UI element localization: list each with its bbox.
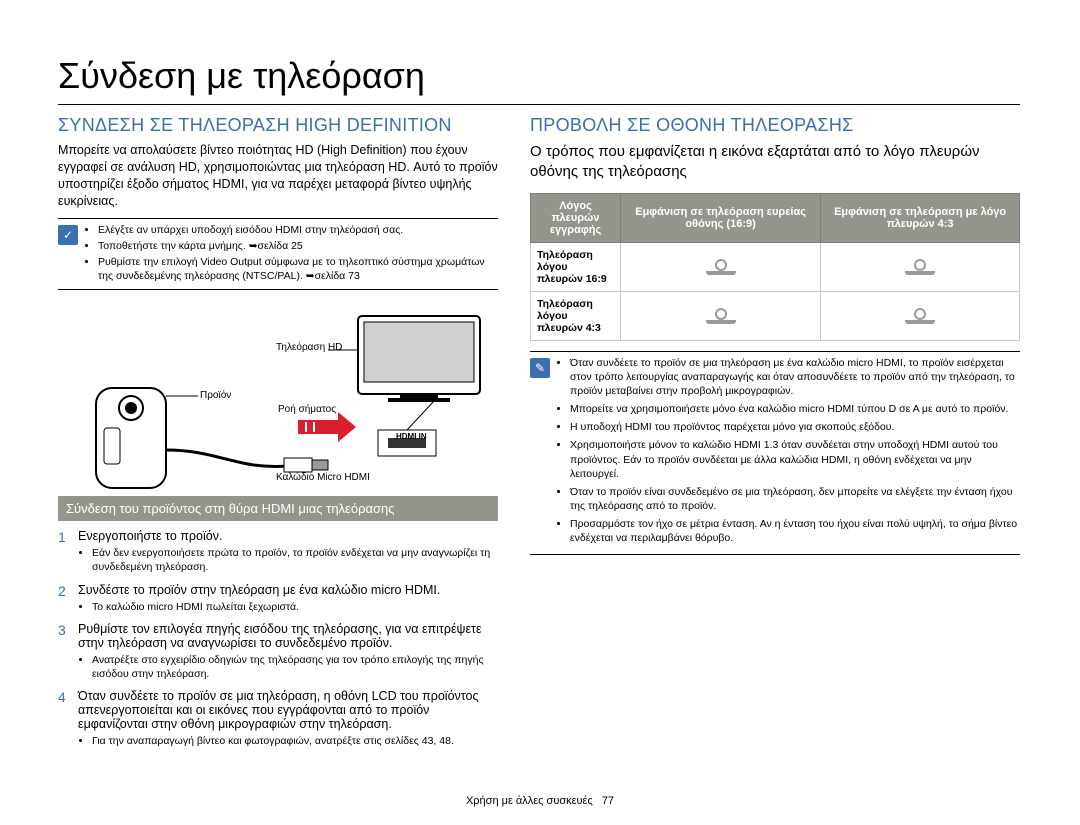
step-item: Συνδέστε το προϊόν στην τηλεόραση με ένα… — [58, 583, 498, 614]
page-title: Σύνδεση με τηλεόραση — [58, 55, 425, 97]
hdmi-subtitle-bar: Σύνδεση του προϊόντος στη θύρα HDMI μιας… — [58, 496, 498, 521]
step-text: Συνδέστε το προϊόν στην τηλεόραση με ένα… — [78, 583, 440, 597]
note-item: Προσαρμόστε τον ήχο σε μέτρια ένταση. Αν… — [570, 517, 1020, 545]
thumb-cell-narrow-letterbox — [821, 242, 1020, 291]
port-label: HDMI IN — [396, 432, 427, 441]
table-head: Εμφάνιση σε τηλεόραση ευρείας οθόνης (16… — [621, 193, 821, 242]
step-item: Ενεργοποιήστε το προϊόν. Εάν δεν ενεργοπ… — [58, 529, 498, 574]
product-label: Προϊόν — [200, 390, 231, 401]
right-column: ΠΡΟΒΟΛΗ ΣΕ ΟΘΟΝΗ ΤΗΛΕΟΡΑΣΗΣ Ο τρόπος που… — [530, 115, 1020, 555]
tv-label: Τηλεόραση HD — [276, 342, 342, 353]
note-item: Χρησιμοποιήστε μόνον το καλώδιο HDMI 1.3… — [570, 438, 1020, 481]
thumb-cell-wide-full — [621, 242, 821, 291]
table-head: Λόγος πλευρών εγγραφής — [531, 193, 621, 242]
note-item: Όταν συνδέετε το προϊόν σε μια τηλεόραση… — [570, 356, 1020, 399]
horizontal-rule — [58, 104, 1020, 105]
row-label: Τηλεόραση λόγου πλευρών 4:3 — [531, 291, 621, 340]
step-sub: Για την αναπαραγωγή βίντεο και φωτογραφι… — [92, 734, 498, 748]
flow-label: Ροή σήματος — [278, 404, 336, 415]
right-intro: Ο τρόπος που εμφανίζεται η εικόνα εξαρτά… — [530, 142, 1020, 183]
aspect-ratio-table: Λόγος πλευρών εγγραφής Εμφάνιση σε τηλεό… — [530, 193, 1020, 341]
step-text: Ρυθμίστε τον επιλογέα πηγής εισόδου της … — [78, 622, 482, 650]
note-item: Η υποδοχή HDMI του προϊόντος παρέχεται μ… — [570, 420, 1020, 434]
left-column: ΣΥΝΔΕΣΗ ΣΕ ΤΗΛΕΟΡΑΣΗ HIGH DEFINITION Μπο… — [58, 115, 498, 756]
step-item: Όταν συνδέετε το προϊόν σε μια τηλεόραση… — [58, 689, 498, 748]
tv-icon — [715, 259, 727, 271]
step-sub: Ανατρέξτε στο εγχειρίδιο οδηγιών της τηλ… — [92, 653, 498, 681]
step-sub: Το καλώδιο micro HDMI πωλείται ξεχωριστά… — [92, 600, 498, 614]
cable-label: Καλώδιο Micro HDMI — [276, 472, 370, 483]
steps-list: Ενεργοποιήστε το προϊόν. Εάν δεν ενεργοπ… — [58, 529, 498, 748]
note-item: Τοποθετήστε την κάρτα μνήμης. ➥σελίδα 25 — [98, 239, 498, 253]
tv-icon — [715, 308, 727, 320]
thumb-cell-wide-pillarbox — [621, 291, 821, 340]
table-row: Τηλεόραση λόγου πλευρών 16:9 — [531, 242, 1020, 291]
step-item: Ρυθμίστε τον επιλογέα πηγής εισόδου της … — [58, 622, 498, 681]
step-sub: Εάν δεν ενεργοποιήσετε πρώτα το προϊόν, … — [92, 546, 498, 574]
thumb-cell-narrow-full — [821, 291, 1020, 340]
tv-icon — [914, 308, 926, 320]
check-icon: ✓ — [58, 225, 78, 245]
page-number: 77 — [602, 795, 614, 807]
tv-icon — [914, 259, 926, 271]
note-icon: ✎ — [530, 358, 550, 378]
right-note-box: ✎ Όταν συνδέετε το προϊόν σε μια τηλεόρα… — [530, 351, 1020, 555]
left-note-box: ✓ Ελέγξτε αν υπάρχει υποδοχή εισόδου HDM… — [58, 218, 498, 291]
left-intro: Μπορείτε να απολαύσετε βίντεο ποιότητας … — [58, 142, 498, 210]
note-item: Μπορείτε να χρησιμοποιήσετε μόνο ένα καλ… — [570, 402, 1020, 416]
table-row: Τηλεόραση λόγου πλευρών 4:3 — [531, 291, 1020, 340]
note-item: Όταν το προϊόν είναι συνδεδεμένο σε μια … — [570, 485, 1020, 513]
right-heading: ΠΡΟΒΟΛΗ ΣΕ ΟΘΟΝΗ ΤΗΛΕΟΡΑΣΗΣ — [530, 115, 1020, 136]
step-text: Όταν συνδέετε το προϊόν σε μια τηλεόραση… — [78, 689, 479, 731]
row-label: Τηλεόραση λόγου πλευρών 16:9 — [531, 242, 621, 291]
step-text: Ενεργοποιήστε το προϊόν. — [78, 529, 222, 543]
note-item: Ρυθμίστε την επιλογή Video Output σύμφων… — [98, 255, 498, 283]
right-note-list: Όταν συνδέετε το προϊόν σε μια τηλεόραση… — [558, 356, 1020, 550]
table-head: Εμφάνιση σε τηλεόραση με λόγο πλευρών 4:… — [821, 193, 1020, 242]
footer-label: Χρήση με άλλες συσκευές — [466, 795, 593, 807]
connection-diagram: Τηλεόραση HD Προϊόν Ροή σήματος Καλώδιο … — [58, 300, 498, 490]
left-note-list: Ελέγξτε αν υπάρχει υποδοχή εισόδου HDMI … — [86, 223, 498, 286]
note-item: Ελέγξτε αν υπάρχει υποδοχή εισόδου HDMI … — [98, 223, 498, 237]
left-heading: ΣΥΝΔΕΣΗ ΣΕ ΤΗΛΕΟΡΑΣΗ HIGH DEFINITION — [58, 115, 498, 136]
page-footer: Χρήση με άλλες συσκευές 77 — [0, 795, 1080, 807]
